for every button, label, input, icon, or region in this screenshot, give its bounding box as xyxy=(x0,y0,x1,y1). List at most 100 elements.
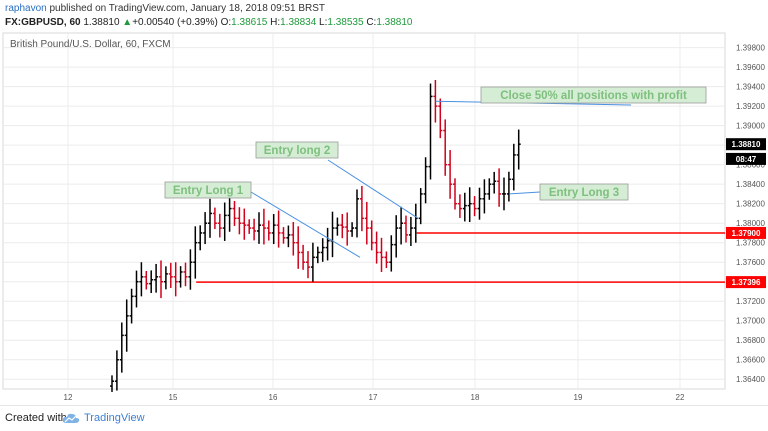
annotation-text: Entry long 2 xyxy=(264,145,330,157)
ohlc-bar xyxy=(208,198,212,238)
ohlc-bar xyxy=(247,219,252,234)
ohlc-bar xyxy=(144,270,149,290)
ohlc-bar xyxy=(384,251,389,269)
ohlc-bar xyxy=(369,220,374,251)
low-label: L: xyxy=(319,17,328,28)
ohlc-bar xyxy=(399,206,404,245)
ohlc-bar xyxy=(119,322,124,373)
ohlc-bar xyxy=(423,157,428,204)
annotation-box[interactable] xyxy=(539,183,629,201)
ohlc-bar xyxy=(291,222,296,256)
publish-info: raphavon published on TradingView.com, J… xyxy=(5,3,325,14)
y-tick-label: 1.36800 xyxy=(736,336,765,345)
close-label: C: xyxy=(366,17,377,28)
ohlc-bar xyxy=(217,213,222,238)
ohlc-bar xyxy=(178,266,183,288)
open-label: O: xyxy=(220,17,232,28)
ohlc-bar xyxy=(477,187,482,220)
ohlc-bar xyxy=(227,192,232,232)
low-value: 1.38535 xyxy=(327,17,364,28)
ohlc-bar xyxy=(296,226,301,269)
ohlc-bars xyxy=(110,80,521,392)
ohlc-bar xyxy=(271,214,276,245)
ohlc-bar xyxy=(129,288,134,324)
annotations[interactable]: Entry Long 1 Entry long 2 Close 50% all po… xyxy=(164,86,707,258)
ohlc-bar xyxy=(168,262,173,288)
annotation-callout[interactable]: Entry Long 1 xyxy=(164,181,361,258)
y-tick-label: 1.37800 xyxy=(736,239,765,248)
ohlc-bar xyxy=(222,202,227,241)
ohlc-bar xyxy=(139,262,144,297)
ohlc-bar xyxy=(418,188,423,225)
y-tick-label: 1.38000 xyxy=(736,219,765,228)
annotation-box[interactable] xyxy=(480,86,707,104)
level-lines xyxy=(196,232,725,283)
chart-title: British Pound/U.S. Dollar, 60, FXCM xyxy=(10,39,171,50)
ohlc-bar xyxy=(315,246,320,264)
x-tick-label: 15 xyxy=(169,393,178,402)
price-tag-label: 1.38810 xyxy=(732,140,761,149)
annotation-pointer xyxy=(509,191,541,195)
close-value: 1.38810 xyxy=(376,17,413,28)
ohlc-bar xyxy=(124,299,129,352)
ohlc-bar xyxy=(325,227,330,261)
author-link[interactable]: raphavon xyxy=(5,3,47,14)
ohlc-bar xyxy=(320,238,325,262)
ohlc-bar xyxy=(404,215,408,243)
price-tag-label: 08:47 xyxy=(736,155,757,164)
price-tags: 1.37900 1.37396 1.38810 08:47 xyxy=(726,138,766,289)
ohlc-bar xyxy=(286,225,291,248)
ohlc-bar xyxy=(389,235,394,272)
ohlc-bar xyxy=(193,226,198,279)
ohlc-bar xyxy=(261,208,266,245)
annotation-callout[interactable]: Close 50% all positions with profit xyxy=(435,86,707,106)
x-tick-label: 17 xyxy=(369,393,378,402)
symbol-label: FX:GBPUSD, 60 xyxy=(5,17,81,28)
annotation-callout[interactable]: Entry long 2 xyxy=(255,141,419,219)
annotation-callout[interactable]: Entry Long 3 xyxy=(509,183,629,201)
annotation-text: Entry Long 3 xyxy=(549,187,619,199)
ohlc-bar xyxy=(159,260,163,299)
ohlc-bar xyxy=(467,187,472,223)
y-tick-label: 1.39200 xyxy=(736,102,765,111)
open-value: 1.38615 xyxy=(231,17,268,28)
annotation-box[interactable] xyxy=(255,141,339,159)
chart-area[interactable]: Entry Long 1 Entry long 2 Close 50% all po… xyxy=(0,30,768,405)
ohlc-bar xyxy=(502,177,506,211)
ohlc-bar xyxy=(281,227,286,244)
ohlc-bar xyxy=(232,200,237,226)
ohlc-bar xyxy=(462,192,467,222)
symbol-info: FX:GBPUSD, 60 1.38810 ▲+0.00540 (+0.39%)… xyxy=(5,17,412,28)
y-tick-label: 1.37600 xyxy=(736,258,765,267)
ohlc-bar xyxy=(340,214,345,239)
tradingview-cloud-icon xyxy=(62,413,80,423)
ohlc-bar xyxy=(110,375,114,392)
y-tick-label: 1.38400 xyxy=(736,180,765,189)
ohlc-bar xyxy=(511,143,516,191)
ohlc-bar xyxy=(350,222,355,237)
price-chart[interactable]: Entry Long 1 Entry long 2 Close 50% all po… xyxy=(0,30,768,405)
y-tick-label: 1.37000 xyxy=(736,317,765,326)
annotation-pointer xyxy=(250,191,361,258)
annotation-text: Close 50% all positions with profit xyxy=(500,90,687,102)
tradingview-brand-link[interactable]: TradingView xyxy=(84,412,145,424)
ohlc-bar xyxy=(492,171,497,194)
ohlc-bar xyxy=(257,212,261,244)
ohlc-bar xyxy=(183,262,188,287)
ohlc-bar xyxy=(266,220,271,241)
ohlc-bar xyxy=(203,212,208,245)
price-tag-label: 1.37396 xyxy=(732,278,761,287)
ohlc-bar xyxy=(198,225,203,251)
ohlc-bar xyxy=(276,210,281,248)
ohlc-bar xyxy=(448,150,453,199)
annotation-box[interactable] xyxy=(164,181,252,199)
ohlc-bar xyxy=(149,270,154,294)
price-tag xyxy=(726,138,766,151)
ohlc-bar xyxy=(114,350,119,391)
ohlc-bar xyxy=(472,196,477,217)
footer: Created with TradingView xyxy=(0,405,768,431)
x-axis: 12 15 16 17 18 19 22 xyxy=(64,393,685,402)
price-tag xyxy=(726,276,766,289)
price-tag xyxy=(726,226,766,239)
ohlc-bar xyxy=(394,215,399,258)
